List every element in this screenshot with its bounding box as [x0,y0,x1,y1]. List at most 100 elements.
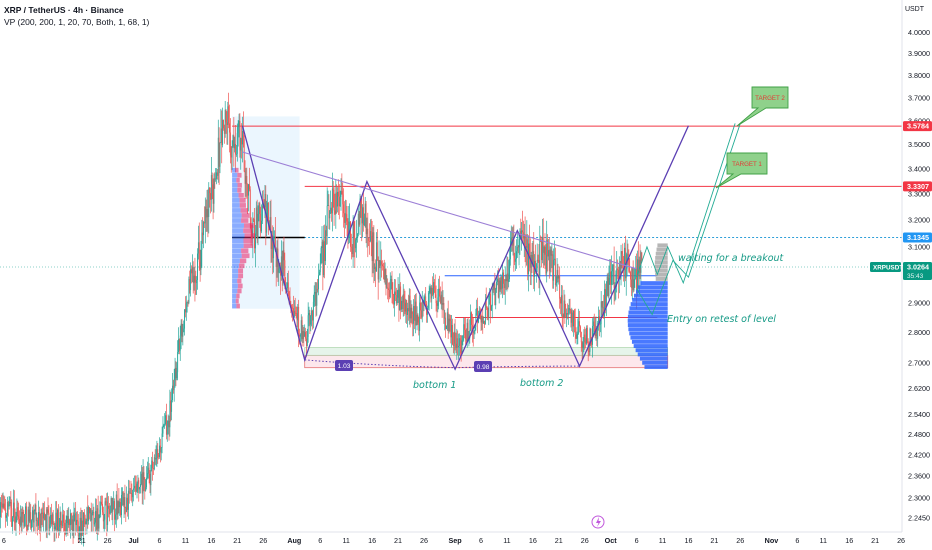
candle [481,315,483,331]
candle [487,307,489,321]
candle [523,223,525,258]
candle [127,493,128,517]
candle [69,518,71,533]
candle [227,101,229,145]
candle [641,252,643,263]
candle [121,487,122,525]
vp-bar-down [237,172,242,178]
candle [70,509,71,539]
candle [448,313,450,334]
price-tag-resistance-2: 3.3307 [903,181,932,192]
candle [475,308,477,331]
candle [210,157,212,212]
indicator-label[interactable]: VP (200, 200, 1, 20, 70, Both, 1, 68, 1) [4,17,150,27]
candle [178,327,179,355]
candle [376,229,378,261]
candle [509,231,511,266]
annotations: TARGET 2 TARGET 1 waiting for a breakout En… [335,86,789,391]
candle [426,301,428,323]
candle [414,295,415,330]
y-tick-label: 2.4200 [908,451,930,460]
candle [614,282,616,302]
target-1-callout-text: TARGET 1 [732,161,762,168]
candle [568,299,570,315]
candle [488,292,490,326]
candle [491,282,493,319]
candle [0,497,1,529]
candle [294,297,296,317]
candle [223,119,224,131]
candle [431,284,433,310]
candle [309,309,311,334]
candle [608,265,610,300]
candle [606,273,608,297]
candle [57,504,59,539]
candle [39,513,41,542]
vp-bar-down [236,293,240,299]
vp-bar [633,293,668,298]
candle [18,502,20,524]
candle [363,192,364,232]
candle [603,294,605,319]
candle [586,325,588,344]
candle [496,277,498,293]
candle [164,413,166,429]
vp-bar-up [232,193,239,198]
candle [632,260,634,293]
candle [226,111,228,145]
y-tick-label: 2.4800 [908,430,930,439]
candle [439,275,440,302]
candle [186,301,188,313]
candle [153,454,155,471]
candle [390,275,392,290]
vp-bar [637,352,668,357]
candle [68,506,70,528]
candle [199,249,201,282]
candle [106,493,108,537]
candle [325,225,327,245]
x-tick-label: 11 [182,536,189,545]
candle [331,201,332,222]
candle [515,245,517,271]
candle [337,179,339,215]
candle [237,119,239,147]
candle [570,308,572,328]
candle [137,474,139,493]
candle [449,314,451,332]
candle [501,275,503,294]
candle [373,225,375,284]
candle [190,262,192,297]
symbol-tag: XRPUSDT [870,262,903,273]
vp-bar-up [232,288,238,294]
candle [430,285,432,303]
candle [393,293,395,309]
candle [70,512,72,531]
candle [532,241,534,267]
candle [394,278,396,317]
candle [353,217,355,258]
candle [102,506,104,529]
candle [395,279,396,301]
candle [342,182,344,218]
candle [639,244,641,280]
candle [31,519,33,532]
candle [94,517,96,527]
candle [477,297,479,334]
candle [127,479,129,520]
lightning-icon[interactable] [591,515,605,529]
candle [104,497,106,530]
candle [72,512,74,544]
candle [381,249,383,278]
candle [387,278,389,300]
candle [228,92,230,129]
candle [518,233,520,266]
candle [38,500,39,530]
candle [108,503,110,522]
candle [344,201,345,238]
candle [384,262,386,285]
candle [184,296,186,318]
candle [537,254,539,263]
candle [380,241,382,281]
candle [593,313,595,333]
